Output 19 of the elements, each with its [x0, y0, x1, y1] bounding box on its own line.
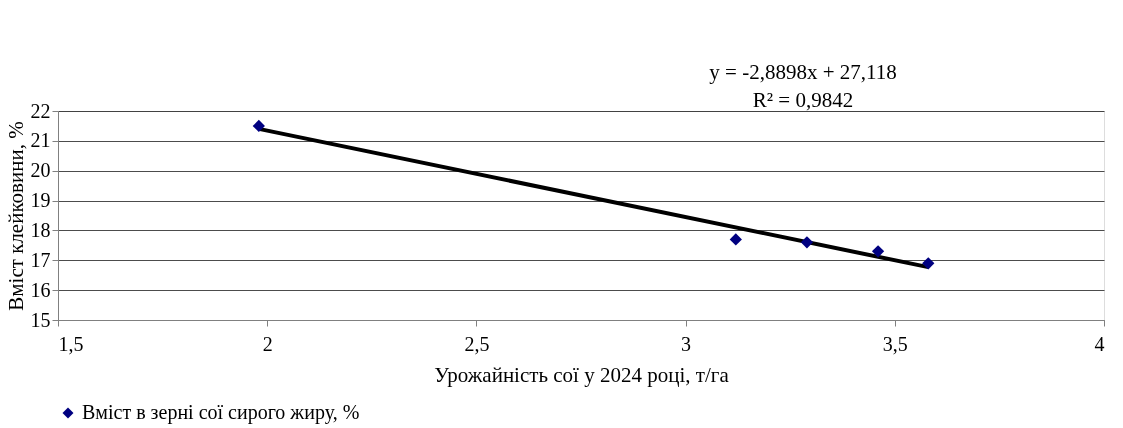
x-tick-label: 2 [262, 332, 273, 355]
x-axis-title: Урожайність сої у 2024 році, т/га [434, 362, 730, 387]
y-tick-label: 16 [30, 278, 51, 301]
y-tick-label: 17 [30, 248, 51, 271]
y-tick-label: 20 [30, 159, 51, 182]
y-tick-label: 15 [30, 308, 51, 331]
x-tick-label: 3 [681, 332, 692, 355]
text: y = -2,8898x + 27,118 [709, 60, 897, 84]
y-tick-label: 22 [30, 99, 51, 122]
x-tick-label: 2,5 [464, 332, 490, 355]
x-tick-label: 3,5 [882, 332, 908, 355]
y-axis-title: Вміст клейковини, % [3, 121, 28, 311]
legend-label: Вміст в зерні сої сирого жиру, % [82, 401, 360, 424]
y-tick-label: 19 [30, 189, 51, 212]
x-tick-label: 1,5 [58, 332, 84, 355]
x-tick-label: 4 [1094, 332, 1105, 355]
y-tick-label: 18 [30, 218, 51, 241]
annotation: R² = 0,9842 [752, 88, 854, 112]
y-tick-label: 21 [30, 129, 51, 152]
